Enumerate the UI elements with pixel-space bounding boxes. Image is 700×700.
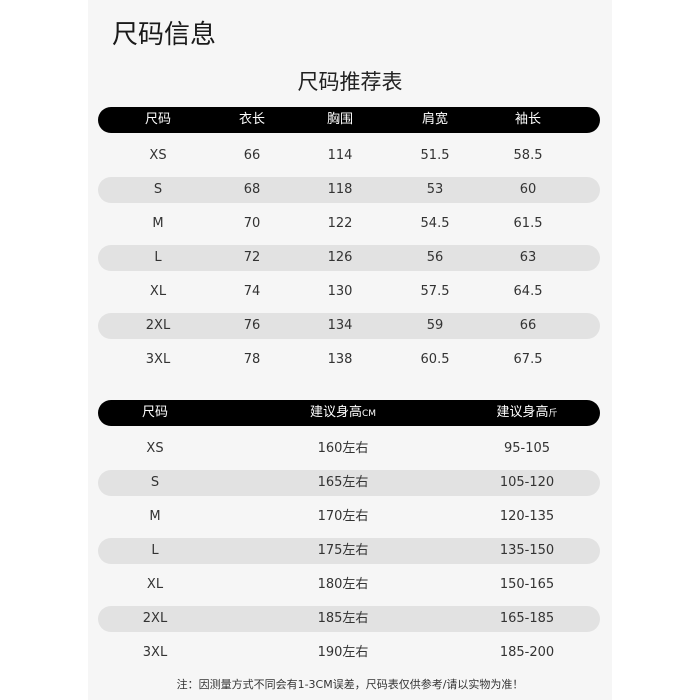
table-cell: 59	[426, 318, 444, 333]
header-unit: CM	[361, 409, 377, 419]
table-row: L 175左右 135-150	[98, 538, 600, 564]
table-cell: 64.5	[513, 284, 543, 299]
header-cell: 建议身高斤	[496, 400, 557, 427]
table-row: S 68 118 53 60	[98, 177, 600, 203]
header-cell: 胸围	[326, 112, 354, 127]
table-row: S 165左右 105-120	[98, 470, 600, 496]
table-cell: 66	[243, 148, 261, 163]
table-cell: 190左右	[317, 645, 369, 660]
table-row: M 170左右 120-135	[98, 504, 600, 530]
table-cell: 54.5	[420, 216, 450, 231]
table-cell: 105-120	[499, 475, 555, 490]
table-cell: 58.5	[513, 148, 543, 163]
table-row: 2XL 185左右 165-185	[98, 606, 600, 632]
header-label: 尺码	[141, 405, 169, 420]
table-cell: 122	[327, 216, 353, 231]
table-cell: 2XL	[145, 318, 171, 333]
table-cell: 160左右	[317, 441, 369, 456]
table-header: 尺码 建议身高CM 建议身高斤	[98, 400, 600, 426]
header-cell: 衣长	[238, 112, 266, 127]
table-cell: 61.5	[513, 216, 543, 231]
header-cell: 尺码	[142, 400, 168, 426]
table-cell: 135-150	[499, 543, 555, 558]
header-cell: 肩宽	[421, 112, 449, 127]
table-cell: 130	[327, 284, 353, 299]
table-cell: 165左右	[317, 475, 369, 490]
header-label: 建议身高	[496, 405, 549, 420]
table-row: XS 160左右 95-105	[98, 436, 600, 462]
table-cell: 95-105	[503, 441, 551, 456]
table-cell: 150-165	[499, 577, 555, 592]
table-cell: 134	[327, 318, 353, 333]
table-cell: XS	[149, 148, 167, 163]
table-row: 3XL 78 138 60.5 67.5	[98, 347, 600, 373]
table-row: L 72 126 56 63	[98, 245, 600, 271]
table-cell: 60.5	[420, 352, 450, 367]
table-cell: 3XL	[142, 645, 168, 660]
table-cell: 3XL	[145, 352, 171, 367]
header-label: 建议身高	[309, 405, 362, 420]
table-cell: XL	[146, 577, 164, 592]
table-cell: XL	[149, 284, 167, 299]
table-cell: 63	[519, 250, 537, 265]
table-row: M 70 122 54.5 61.5	[98, 211, 600, 237]
table-cell: 175左右	[317, 543, 369, 558]
table-cell: 180左右	[317, 577, 369, 592]
table-cell: S	[153, 182, 163, 197]
table-cell: 78	[243, 352, 261, 367]
table-row: 3XL 190左右 185-200	[98, 640, 600, 666]
table-row: XL 180左右 150-165	[98, 572, 600, 598]
table-cell: 76	[243, 318, 261, 333]
table-cell: 2XL	[142, 611, 168, 626]
table-row: XL 74 130 57.5 64.5	[98, 279, 600, 305]
table-cell: L	[151, 543, 159, 558]
table-cell: 126	[327, 250, 353, 265]
table-cell: 74	[243, 284, 261, 299]
table-cell: 72	[243, 250, 261, 265]
table-cell: 185-200	[499, 645, 555, 660]
table-cell: 57.5	[420, 284, 450, 299]
table-cell: XS	[146, 441, 164, 456]
header-cell: 建议身高CM	[310, 400, 376, 427]
header-unit: 斤	[548, 409, 558, 419]
table-cell: 120-135	[499, 509, 555, 524]
table-cell: 56	[426, 250, 444, 265]
table-title: 尺码推荐表	[297, 70, 403, 94]
table-cell: 165-185	[499, 611, 555, 626]
table-row: 2XL 76 134 59 66	[98, 313, 600, 339]
table-cell: 51.5	[420, 148, 450, 163]
table-header: 尺码 衣长 胸围 肩宽 袖长	[98, 107, 600, 133]
header-cell: 袖长	[514, 112, 542, 127]
page-title: 尺码信息	[112, 20, 217, 50]
footnote: 注：因测量方式不同会有1-3CM误差，尺码表仅供参考/请以实物为准！	[176, 678, 524, 691]
table-cell: 53	[426, 182, 444, 197]
table-cell: 138	[327, 352, 353, 367]
table-cell: S	[150, 475, 160, 490]
table-cell: L	[154, 250, 162, 265]
table-cell: 118	[327, 182, 353, 197]
table-cell: 70	[243, 216, 261, 231]
table-cell: M	[149, 509, 161, 524]
header-cell: 尺码	[144, 112, 172, 127]
table-cell: 68	[243, 182, 261, 197]
table-row: XS 66 114 51.5 58.5	[98, 143, 600, 169]
table-cell: 60	[519, 182, 537, 197]
table-cell: 114	[327, 148, 353, 163]
table-cell: 66	[519, 318, 537, 333]
table-cell: M	[152, 216, 164, 231]
table-cell: 67.5	[513, 352, 543, 367]
table-cell: 170左右	[317, 509, 369, 524]
table-cell: 185左右	[317, 611, 369, 626]
